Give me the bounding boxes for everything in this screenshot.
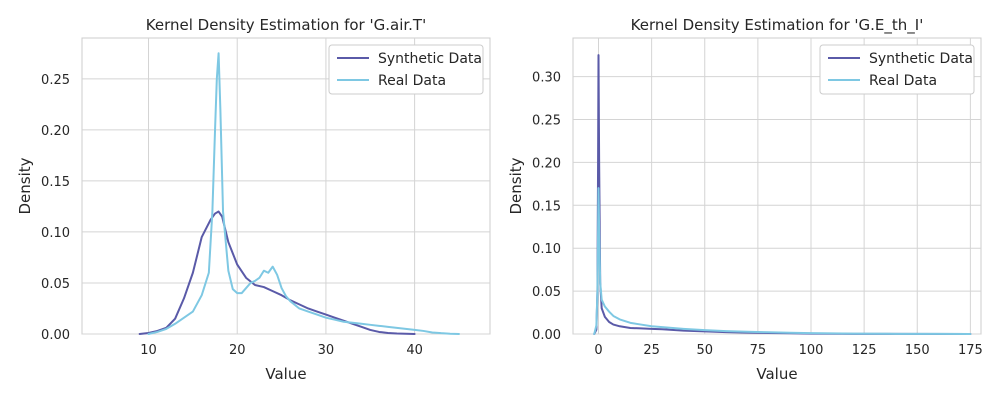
y-tick-labels: 0.00 0.05 0.10 0.15 0.20 0.25 [41, 73, 70, 343]
y-tick-label: 0.05 [532, 285, 561, 300]
kde-panel-g-air-t: 10 20 30 40 0.00 0.05 0.10 0.15 0.20 0.25 Kernel… [16, 16, 491, 383]
chart-title: Kernel Density Estimation for 'G.E_th_I' [631, 16, 924, 35]
y-tick-label: 0.25 [532, 114, 561, 129]
density-lines [593, 54, 972, 335]
x-tick-label: 75 [750, 343, 767, 358]
chart-title: Kernel Density Estimation for 'G.air.T' [146, 16, 426, 34]
legend-label-real: Real Data [378, 73, 446, 89]
x-tick-label: 175 [958, 343, 983, 358]
x-axis-label: Value [756, 365, 797, 383]
gridlines [82, 38, 490, 335]
series-line-real-data [593, 187, 972, 335]
kde-panel-g-e-th-i: 0 25 50 75 100 125 150 175 0.00 0.05 0.10 0.15 0.20… [507, 16, 983, 383]
legend: Synthetic Data Real Data [819, 44, 975, 95]
x-tick-label: 0 [594, 343, 602, 358]
y-tick-label: 0.10 [41, 226, 70, 241]
x-tick-label: 100 [799, 343, 824, 358]
y-tick-label: 0.05 [41, 277, 70, 292]
x-tick-label: 10 [140, 343, 157, 358]
x-tick-label: 20 [229, 343, 246, 358]
y-tick-label: 0.25 [41, 73, 70, 88]
x-tick-label: 25 [643, 343, 660, 358]
x-tick-label: 40 [406, 343, 423, 358]
series-line-synthetic-data [138, 210, 416, 335]
legend: Synthetic Data Real Data [328, 44, 484, 95]
legend-label-synthetic: Synthetic Data [378, 51, 482, 67]
x-tick-label: 125 [852, 343, 877, 358]
x-tick-label: 30 [318, 343, 335, 358]
y-tick-label: 0.00 [41, 328, 70, 343]
y-tick-label: 0.30 [532, 71, 561, 86]
y-tick-label: 0.20 [532, 156, 561, 171]
x-tick-labels: 0 25 50 75 100 125 150 175 [594, 343, 982, 358]
y-tick-label: 0.00 [532, 328, 561, 343]
x-tick-label: 150 [905, 343, 930, 358]
x-axis-label: Value [265, 365, 306, 383]
y-tick-label: 0.20 [41, 124, 70, 139]
density-lines [138, 52, 460, 335]
legend-label-synthetic: Synthetic Data [869, 51, 973, 67]
y-tick-label: 0.15 [41, 175, 70, 190]
legend-label-real: Real Data [869, 73, 937, 89]
y-tick-label: 0.15 [532, 199, 561, 214]
series-line-real-data [147, 52, 460, 335]
y-axis-label: Density [507, 157, 525, 214]
x-tick-labels: 10 20 30 40 [140, 343, 423, 358]
y-tick-labels: 0.00 0.05 0.10 0.15 0.20 0.25 0.30 [532, 71, 561, 343]
x-tick-label: 50 [696, 343, 713, 358]
y-tick-label: 0.10 [532, 242, 561, 257]
y-axis-label: Density [16, 157, 34, 214]
